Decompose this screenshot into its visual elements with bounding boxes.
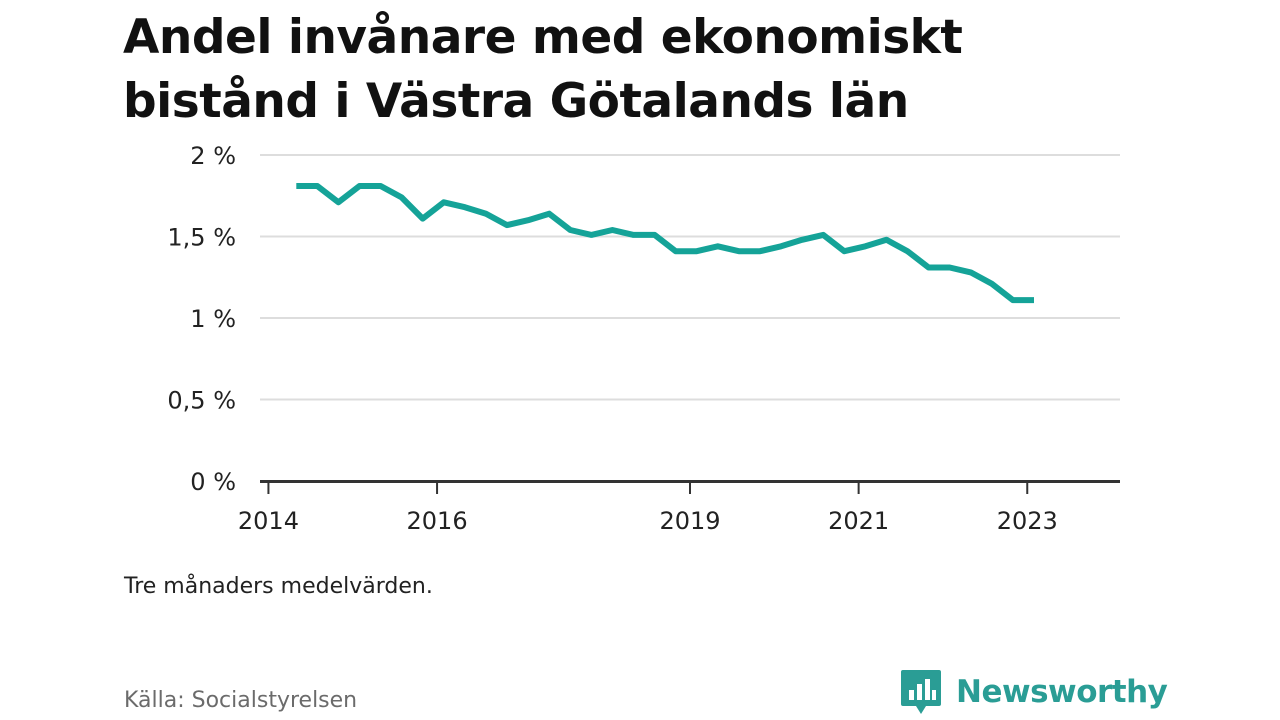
brand-logo[interactable]: Newsworthy [900, 668, 1168, 716]
chart-title: Andel invånare med ekonomiskt bistånd i … [123, 10, 963, 129]
x-tick-label: 2023 [997, 507, 1058, 535]
gridlines [260, 154, 1120, 401]
x-axis-ticks: 2014 2016 2019 2021 2023 [238, 481, 1058, 535]
x-tick-label: 2016 [407, 507, 468, 535]
y-axis-ticks: 0 % 0,5 % 1 % 1,5 % 2 % [167, 142, 236, 496]
x-tick-label: 2014 [238, 507, 299, 535]
y-tick-label: 1,5 % [167, 224, 236, 252]
x-tick-label: 2019 [659, 507, 720, 535]
y-tick-label: 1 % [190, 305, 236, 333]
source-text: Källa: Socialstyrelsen [124, 688, 358, 713]
series-line [296, 183, 1034, 304]
chart-note: Tre månaders medelvärden. [124, 574, 433, 599]
y-tick-label: 2 % [190, 142, 236, 170]
newsworthy-logo-icon [901, 670, 941, 714]
x-tick-label: 2021 [828, 507, 889, 535]
brand-name: Newsworthy [956, 674, 1168, 710]
y-tick-label: 0,5 % [167, 387, 236, 415]
y-tick-label: 0 % [190, 468, 236, 496]
